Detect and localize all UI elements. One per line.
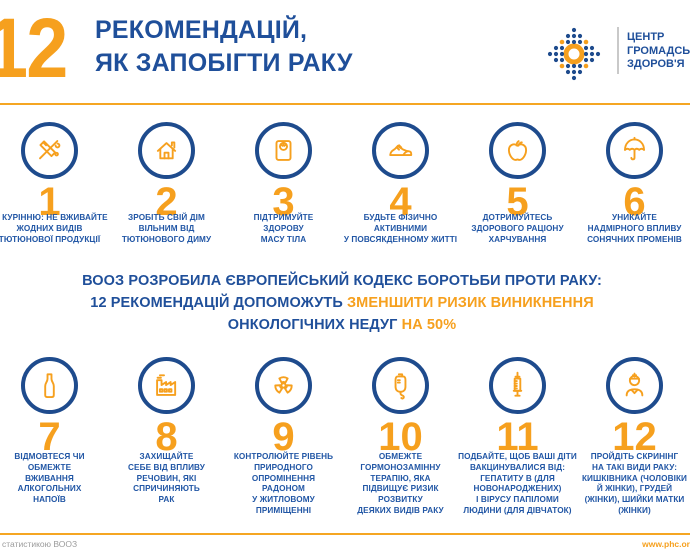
banner-line1: ВООЗ РОЗРОБИЛА ЄВРОПЕЙСЬКИЙ КОДЕКС БОРОТ… [82, 273, 602, 289]
banner-line2-orange: ЗМЕНШИТИ РИЗИК ВИНИКНЕННЯ [346, 295, 594, 311]
org-name: ЦЕНТРГРОМАДСЬКОЗДОРОВ'Я [627, 31, 690, 72]
recommendations-row-2: 7 ВІДМОВТЕСЯ ЧИ ОБМЕЖТЕ ВЖИВАННЯ АЛКОГОЛЬ… [0, 357, 690, 550]
doctor-icon [625, 372, 644, 397]
house-icon [156, 141, 177, 160]
page-title: РЕКОМЕНДАЦІЙ, ЯК ЗАПОБІГТИ РАКУ [95, 14, 353, 80]
who-banner: ВООЗ РОЗРОБИЛА ЄВРОПЕЙСЬКИЙ КОДЕКС БОРОТ… [0, 270, 690, 336]
item-text: ЗАХИЩАЙТЕ СЕБЕ ВІД ВПЛИВУ РЕЧОВИН, ЯКІ С… [128, 452, 205, 505]
banner-line3-orange: НА 50% [401, 317, 457, 333]
banner-line2: 12 РЕКОМЕНДАЦІЙ ДОПОМОЖУТЬ ЗМЕНШИТИ РИЗИ… [0, 292, 690, 314]
recommendation-item-5: 5 ДОТРИМУЙТЕСЬ ЗДОРОВОГО РАЦІОНУ ХАРЧУВАН… [459, 122, 576, 342]
item-number: 2 [155, 180, 178, 224]
item-number: 1 [38, 180, 61, 224]
item-text: ДОТРИМУЙТЕСЬ ЗДОРОВОГО РАЦІОНУ ХАРЧУВАНН… [471, 213, 564, 244]
recommendation-item-7: 7 ВІДМОВТЕСЯ ЧИ ОБМЕЖТЕ ВЖИВАННЯ АЛКОГОЛЬ… [0, 357, 108, 550]
iv-drip-icon [394, 373, 407, 400]
item-circle [489, 357, 546, 414]
item-text: НІ КУРІННЮ: НЕ ВЖИВАЙТЕ ЖОДНИХ ВИДІВ ТЮТ… [0, 213, 108, 244]
item-text: ВІДМОВТЕСЯ ЧИ ОБМЕЖТЕ ВЖИВАННЯ АЛКОГОЛЬН… [14, 452, 85, 505]
recommendation-item-9: 9 КОНТРОЛЮЙТЕ РІВЕНЬ ПРИРОДНОГО ОПРОМІНЕН… [225, 357, 342, 550]
no-smoking-icon [39, 140, 61, 160]
recommendation-item-11: 11 ПОДБАЙТЕ, ЩОБ ВАШІ ДІТИ ВАКЦИНУВАЛИСЯ … [458, 357, 577, 550]
syringe-icon [512, 371, 523, 397]
item-number: 12 [612, 415, 657, 459]
item-text: ПРОЙДІТЬ СКРИНІНГ НА ТАКІ ВИДИ РАКУ: КИШ… [581, 452, 688, 515]
item-circle [372, 122, 429, 179]
item-number: 6 [623, 180, 646, 224]
item-circle [255, 122, 312, 179]
item-number: 9 [272, 415, 295, 459]
bottle-icon [44, 373, 55, 398]
item-circle [255, 357, 312, 414]
header-rule [0, 103, 690, 105]
footer-website-url: www.phc.or [642, 539, 690, 549]
factory-icon [156, 374, 177, 396]
footer-source-text: статистикою ВООЗ [2, 539, 78, 549]
item-circle [606, 122, 663, 179]
banner-line3-blue: ОНКОЛОГІЧНИХ НЕДУГ [227, 317, 398, 333]
item-text: ПІДТРИМУЙТЕ ЗДОРОВУ МАСУ ТІЛА [253, 213, 314, 244]
recommendation-item-8: 8 ЗАХИЩАЙТЕ СЕБЕ ВІД ВПЛИВУ РЕЧОВИН, ЯКІ … [108, 357, 225, 550]
item-text: ОБМЕЖТЕ ГОРМОНОЗАМІННУ ТЕРАПІЮ, ЯКА ПІДВ… [357, 452, 444, 515]
recommendation-item-3: 3 ПІДТРИМУЙТЕ ЗДОРОВУ МАСУ ТІЛА [225, 122, 342, 342]
item-text: КОНТРОЛЮЙТЕ РІВЕНЬ ПРИРОДНОГО ОПРОМІНЕНН… [233, 452, 334, 515]
item-text: БУДЬТЕ ФІЗИЧНО АКТИВНИМИ У ПОВСЯКДЕННОМУ… [343, 213, 458, 244]
item-circle [138, 122, 195, 179]
recommendations-row-1: 1НІ КУРІННЮ: НЕ ВЖИВАЙТЕ ЖОДНИХ ВИДІВ ТЮ… [0, 122, 690, 342]
item-number: 5 [506, 180, 529, 224]
recommendation-item-1: 1НІ КУРІННЮ: НЕ ВЖИВАЙТЕ ЖОДНИХ ВИДІВ ТЮ… [0, 122, 108, 342]
item-text: УНИКАЙТЕ НАДМІРНОГО ВПЛИВУ СОНЯЧНИХ ПРОМ… [587, 213, 682, 244]
item-number: 4 [389, 180, 412, 224]
apple-icon [507, 140, 528, 161]
title-line2: ЯК ЗАПОБІГТИ РАКУ [95, 49, 353, 77]
item-text: ПОДБАЙТЕ, ЩОБ ВАШІ ДІТИ ВАКЦИНУВАЛИСЯ ВІ… [458, 452, 577, 515]
org-name-line1: ЦЕНТР [627, 31, 665, 43]
recommendation-item-2: 2 ЗРОБІТЬ СВІЙ ДІМ ВІЛЬНИМ ВІД ТЮТЮНОВОГО… [108, 122, 225, 342]
scale-icon [275, 140, 292, 161]
org-name-line3: ЗДОРОВ'Я [627, 58, 685, 70]
big-number-12: 12 [0, 1, 68, 95]
radiation-icon [274, 376, 293, 394]
item-text: ЗРОБІТЬ СВІЙ ДІМ ВІЛЬНИМ ВІД ТЮТЮНОВОГО … [121, 213, 212, 244]
sneaker-icon [389, 144, 413, 156]
footer-rule [0, 533, 690, 535]
item-circle [606, 357, 663, 414]
item-circle [372, 357, 429, 414]
item-number: 10 [378, 415, 423, 459]
item-number: 8 [155, 415, 178, 459]
banner-line3: ОНКОЛОГІЧНИХ НЕДУГ НА 50% [0, 314, 690, 336]
item-circle [489, 122, 546, 179]
recommendation-item-12: 12 ПРОЙДІТЬ СКРИНІНГ НА ТАКІ ВИДИ РАКУ: К… [576, 357, 690, 550]
phc-dots-logo-icon [547, 27, 601, 81]
recommendation-item-10: 10 ОБМЕЖТЕ ГОРМОНОЗАМІННУ ТЕРАПІЮ, ЯКА ПІ… [342, 357, 459, 550]
logo-divider [617, 27, 619, 74]
item-circle [138, 357, 195, 414]
item-circle [21, 122, 78, 179]
item-number: 11 [496, 415, 539, 459]
item-circle [21, 357, 78, 414]
recommendation-item-6: 6 УНИКАЙТЕ НАДМІРНОГО ВПЛИВУ СОНЯЧНИХ ПРО… [576, 122, 690, 342]
item-number: 3 [272, 180, 295, 224]
recommendation-item-4: 4 БУДЬТЕ ФІЗИЧНО АКТИВНИМИ У ПОВСЯКДЕННОМ… [342, 122, 459, 342]
title-line1: РЕКОМЕНДАЦІЙ, [95, 16, 308, 44]
org-name-line2: ГРОМАДСЬКО [627, 44, 690, 57]
umbrella-icon [624, 136, 645, 161]
item-number: 7 [38, 415, 61, 459]
banner-line2-blue: 12 РЕКОМЕНДАЦІЙ ДОПОМОЖУТЬ [90, 295, 343, 311]
